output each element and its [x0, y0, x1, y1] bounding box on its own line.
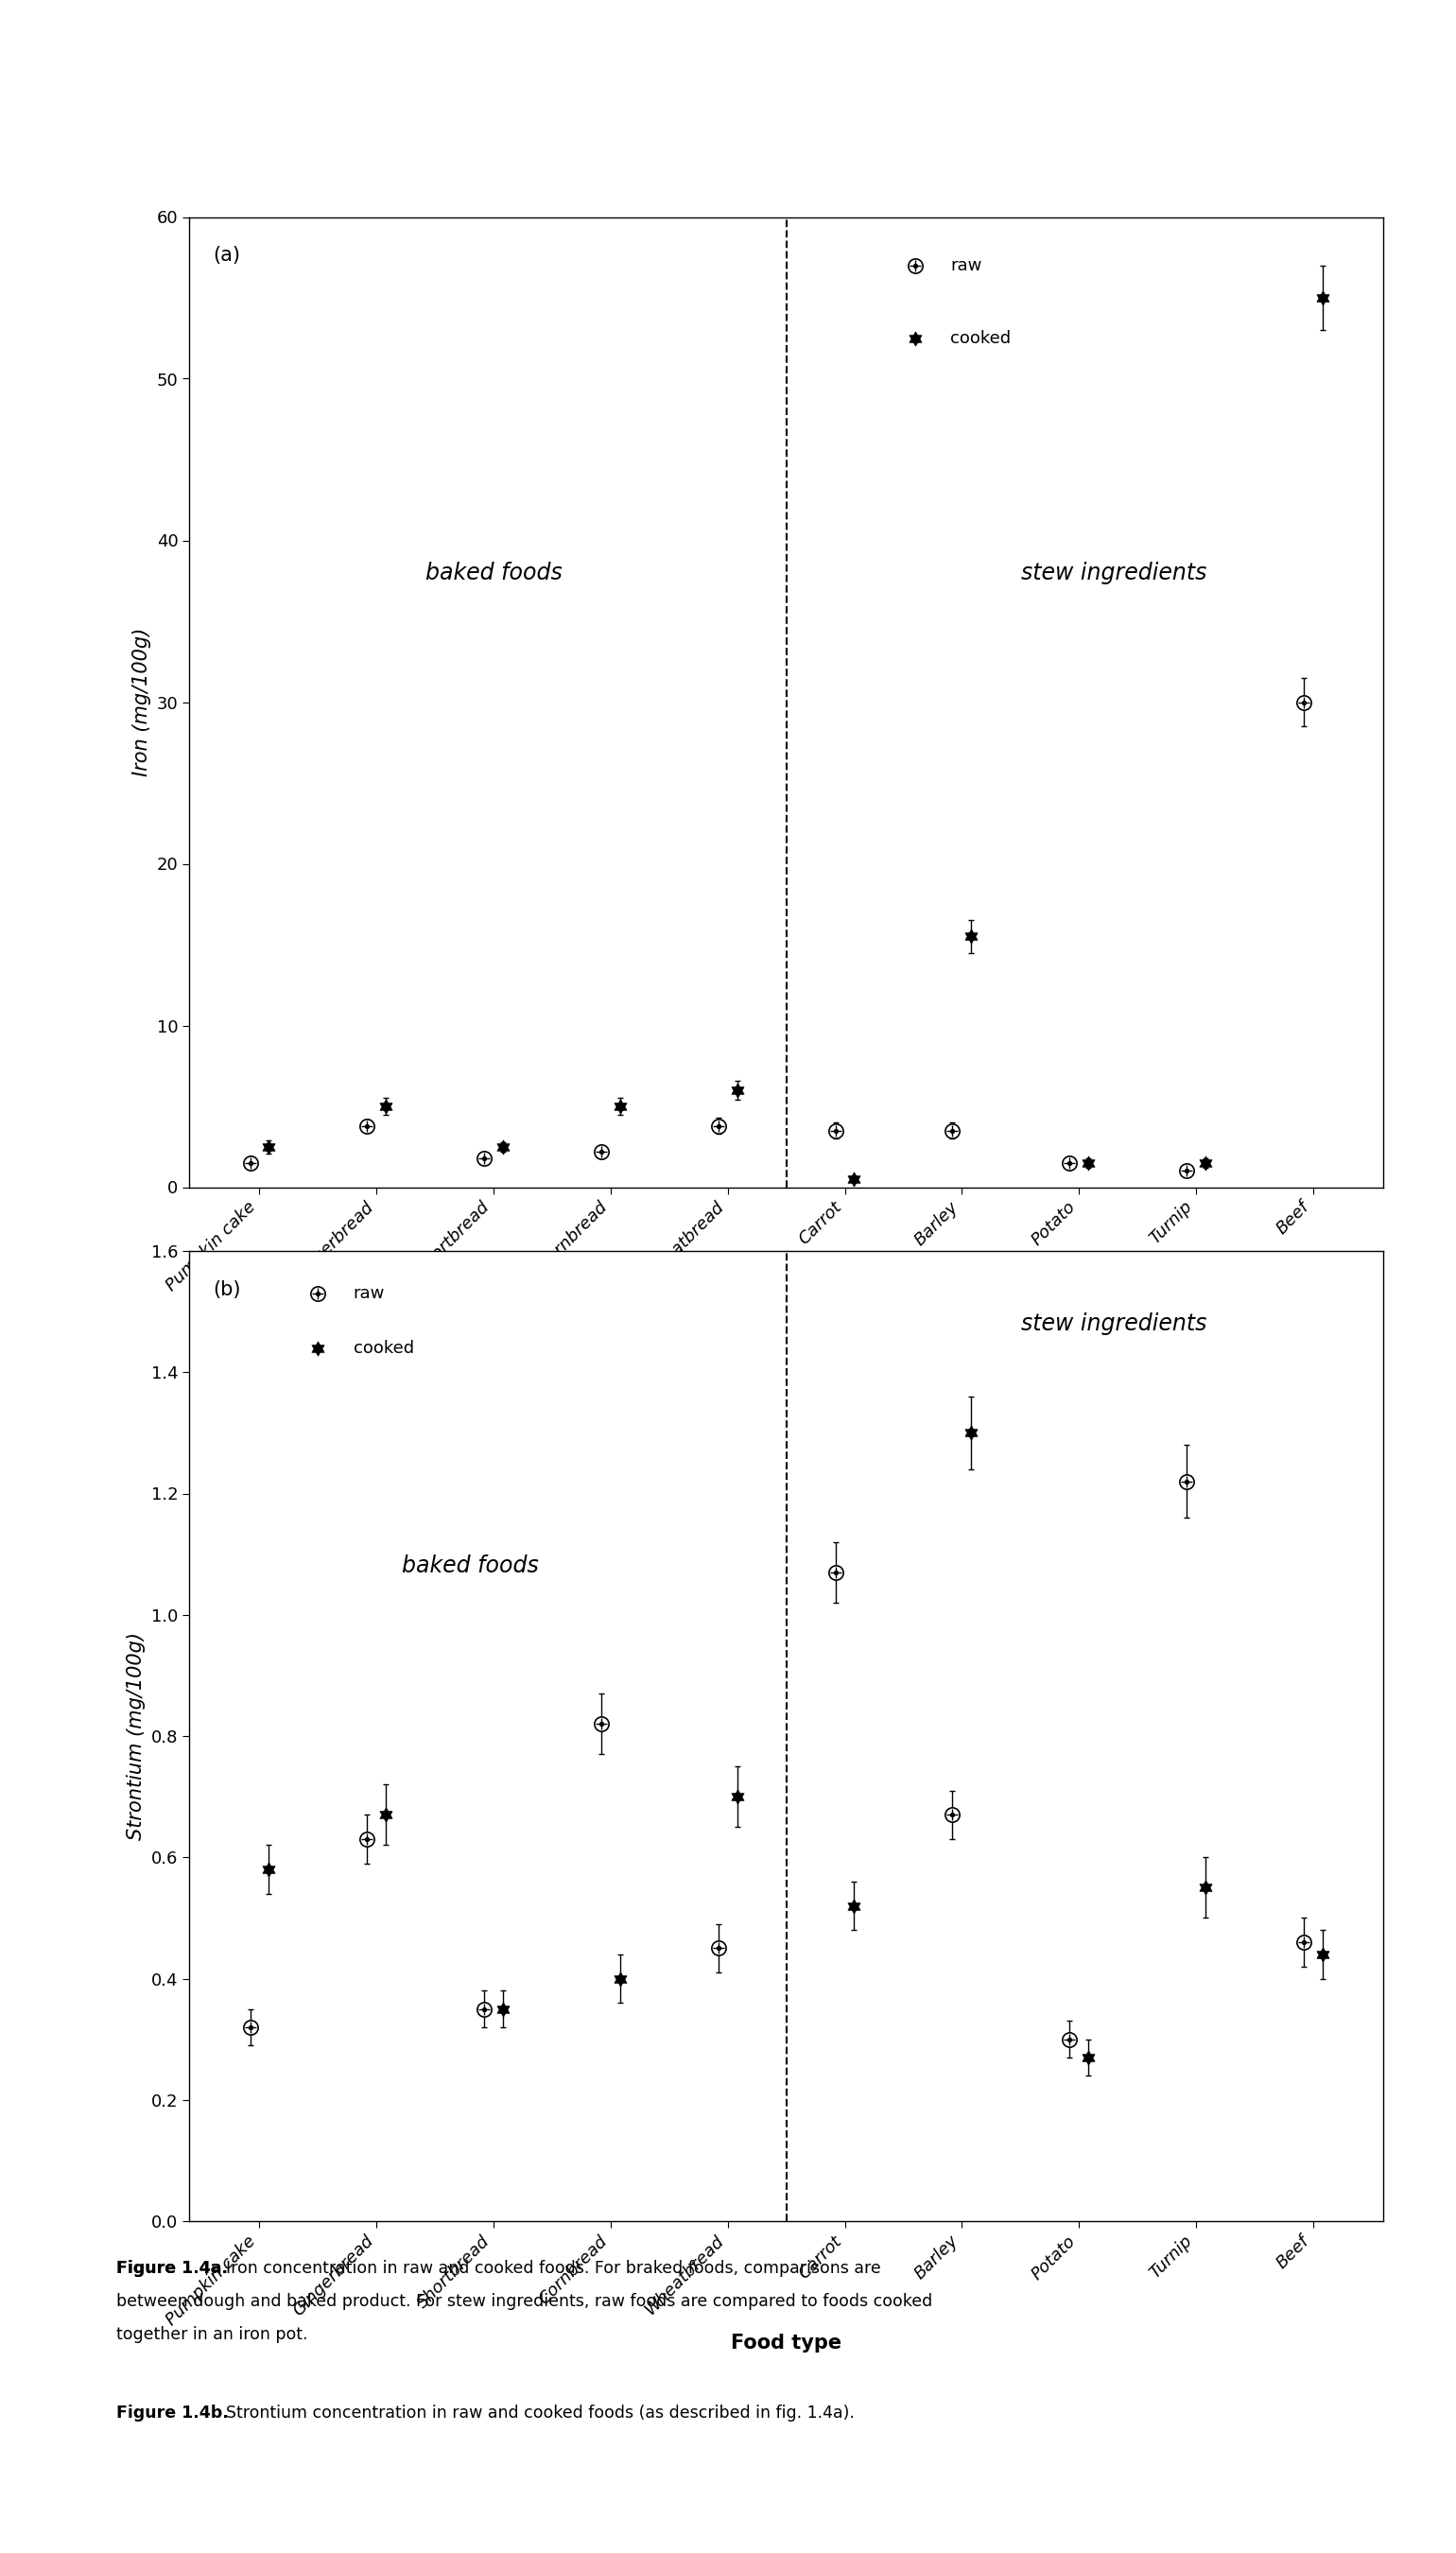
Text: Strontium concentration in raw and cooked foods (as described in fig. 1.4a).: Strontium concentration in raw and cooke…	[226, 2405, 855, 2423]
Y-axis label: Iron (mg/100g): Iron (mg/100g)	[132, 628, 151, 776]
Text: between dough and baked product. For stew ingredients, raw foods are compared to: between dough and baked product. For ste…	[116, 2293, 933, 2310]
Text: Iron concentration in raw and cooked foods. For braked foods, comparisons are: Iron concentration in raw and cooked foo…	[226, 2259, 881, 2277]
Text: cooked: cooked	[951, 329, 1010, 347]
Text: Figure 1.4b.: Figure 1.4b.	[116, 2405, 229, 2423]
X-axis label: Food type: Food type	[731, 2333, 842, 2354]
Text: stew ingredients: stew ingredients	[1021, 562, 1207, 585]
Text: (a): (a)	[213, 245, 240, 266]
Text: (b): (b)	[213, 1279, 242, 1299]
Text: together in an iron pot.: together in an iron pot.	[116, 2326, 307, 2344]
Text: Figure 1.4a.: Figure 1.4a.	[116, 2259, 229, 2277]
Text: raw: raw	[951, 258, 981, 273]
Text: Figure 1.4a.: Figure 1.4a.	[116, 2259, 229, 2277]
Y-axis label: Strontium (mg/100g): Strontium (mg/100g)	[127, 1631, 146, 1841]
Text: baked foods: baked foods	[402, 1555, 539, 1578]
Text: stew ingredients: stew ingredients	[1021, 1312, 1207, 1335]
Text: baked foods: baked foods	[425, 562, 562, 585]
Text: raw: raw	[354, 1284, 384, 1302]
X-axis label: Food type: Food type	[731, 1299, 842, 1320]
Text: cooked: cooked	[354, 1340, 414, 1356]
